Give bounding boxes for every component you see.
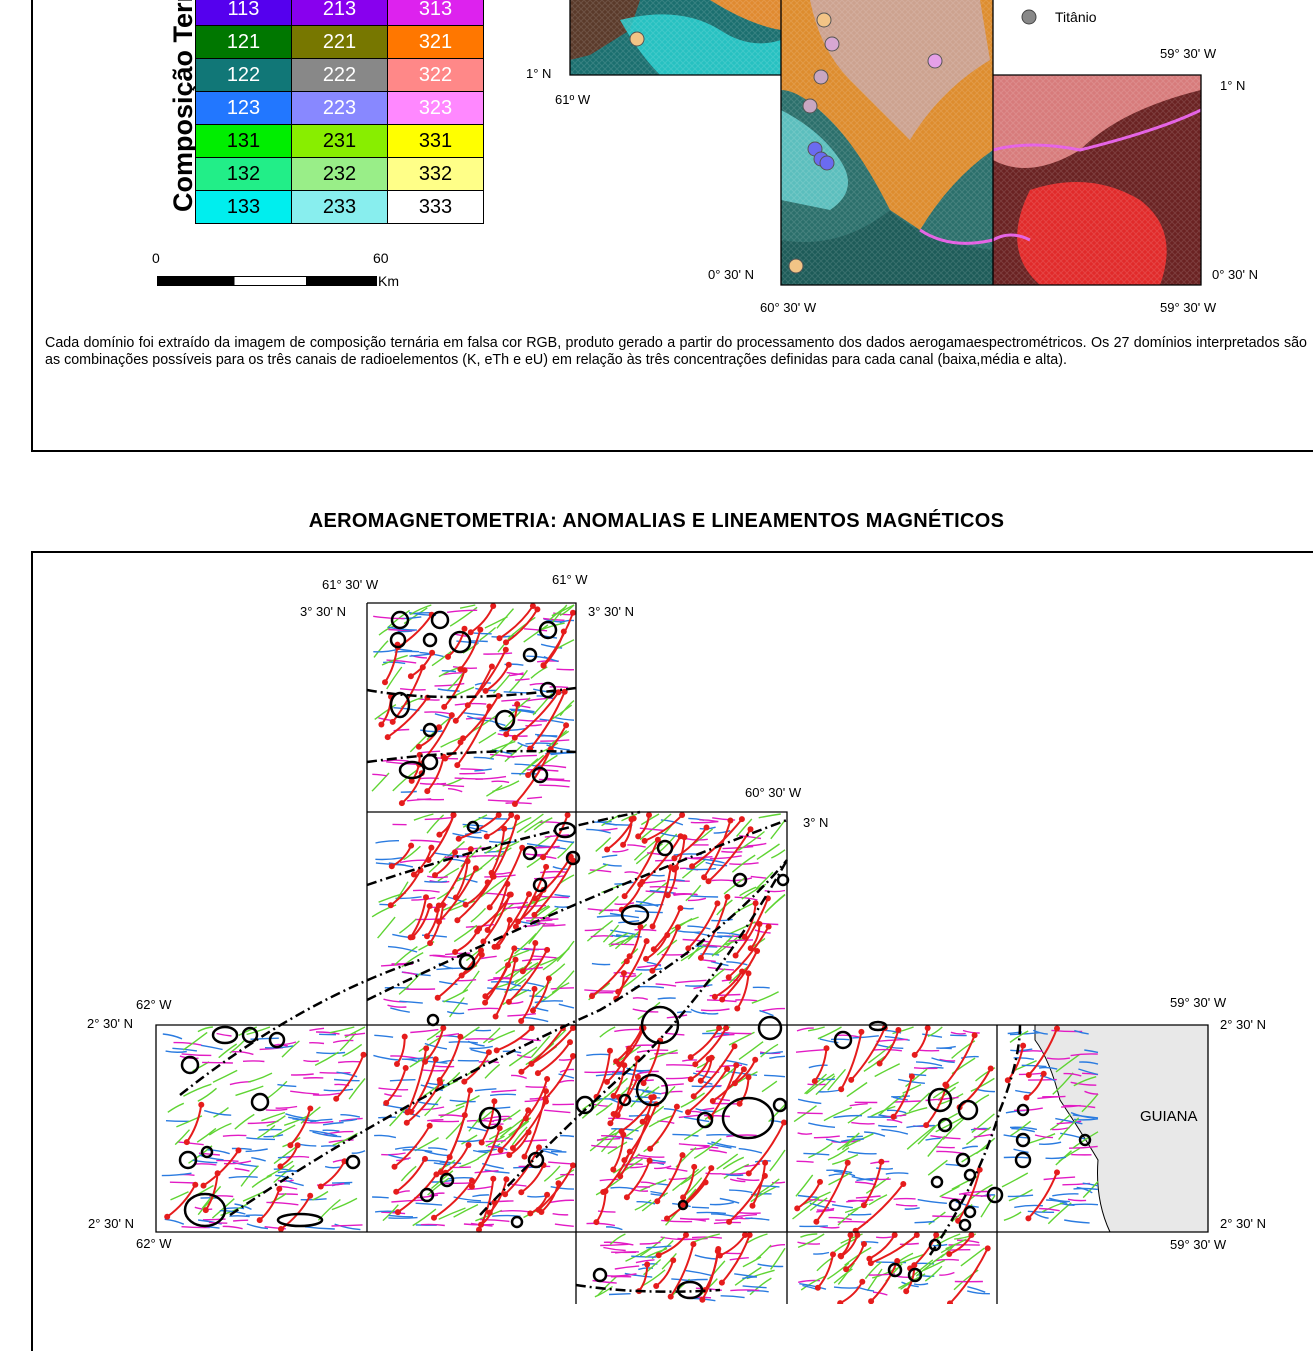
map-caption: Cada domínio foi extraído da imagem de c… (45, 335, 1307, 368)
coord-lon-60-30-bottom: 60° 30' W (760, 300, 817, 315)
ternary-cell: 331 (387, 124, 484, 158)
titanium-marker-icon (1021, 9, 1037, 25)
coord-lon-61-30: 61° 30' W (322, 577, 379, 592)
scale-end: 60 (373, 250, 389, 266)
coord-lon-61w: 61º W (555, 92, 591, 107)
scale-start: 0 (152, 250, 160, 266)
ternary-row: 123 223 323 (195, 91, 484, 125)
legend-titanium-label: Titânio (1055, 9, 1097, 25)
ternary-cell: 222 (291, 58, 388, 92)
coord-lat-0-30-right: 0° 30' N (1212, 267, 1258, 282)
ternary-cell: 333 (387, 190, 484, 224)
coord-lon-59-30-bottom: 59° 30' W (1170, 1237, 1227, 1252)
coord-lat-3-30-right: 3° 30' N (588, 604, 634, 619)
radiometric-panel (31, 0, 1313, 452)
guiana-label: GUIANA (1140, 1108, 1198, 1125)
coord-lat-0-30-left: 0° 30' N (708, 267, 754, 282)
anomaly-outlines (178, 610, 1092, 1300)
ternary-row: 133 233 333 (195, 190, 484, 224)
lineaments (161, 604, 1099, 1302)
radiometric-map (569, 0, 1202, 286)
ternary-cell: 323 (387, 91, 484, 125)
ternary-cell: 313 (387, 0, 484, 26)
ternary-cell: 113 (195, 0, 292, 26)
coord-lat-3-30-left: 3° 30' N (300, 604, 346, 619)
coord-lon-62-bottom: 62° W (136, 1236, 172, 1251)
ternary-cell: 122 (195, 58, 292, 92)
ternary-cell: 131 (195, 124, 292, 158)
coord-lat-2-30-bottom-left: 2° 30' N (88, 1216, 134, 1231)
coord-lon-61: 61° W (552, 572, 588, 587)
coord-lon-59-30-top: 59° 30' W (1170, 995, 1227, 1010)
ternary-cell: 332 (387, 157, 484, 191)
scale-bar (157, 276, 377, 286)
ternary-cell: 231 (291, 124, 388, 158)
ternary-row: 131 231 331 (195, 124, 484, 158)
magnetometry-panel (31, 551, 1313, 1351)
guiana-area (1034, 1024, 1209, 1233)
ternary-cell: 133 (195, 190, 292, 224)
coord-lon-59-30-top: 59° 30' W (1160, 46, 1217, 61)
section-title: AEROMAGNETOMETRIA: ANOMALIAS E LINEAMENT… (308, 510, 1005, 532)
ternary-cell: 322 (387, 58, 484, 92)
ternary-row: 122 222 322 (195, 58, 484, 92)
coord-lat-2-30-bottom-right: 2° 30' N (1220, 1216, 1266, 1231)
coord-lat-1n-right: 1° N (1220, 78, 1246, 93)
map-grid (155, 602, 1209, 1304)
structural-traces (179, 686, 1022, 1293)
ternary-cell: 232 (291, 157, 388, 191)
coord-lat-1n-left: 1° N (526, 66, 552, 81)
scale-unit: Km (378, 273, 399, 289)
coord-lat-2-30-top-left: 2° 30' N (87, 1016, 133, 1031)
coord-lon-59-30-bottom: 59° 30' W (1160, 300, 1217, 315)
ternary-cell: 123 (195, 91, 292, 125)
ternary-cell: 321 (387, 25, 484, 59)
ternary-legend-table: 113 213 313 121 221 321 122 222 322 123 223 323 131 2… (195, 0, 484, 224)
ternary-cell: 223 (291, 91, 388, 125)
coord-lon-60-30: 60° 30' W (745, 785, 802, 800)
magnetic-anomalies (164, 603, 1060, 1304)
ternary-row: 121 221 321 (195, 25, 484, 59)
coord-lat-3: 3° N (803, 815, 829, 830)
magnetometry-map (155, 602, 1209, 1304)
ternary-row: 113 213 313 (195, 0, 484, 26)
ternary-cell: 233 (291, 190, 388, 224)
ternary-cell: 221 (291, 25, 388, 59)
coord-lon-62-top: 62° W (136, 997, 172, 1012)
coord-lat-2-30-top-right: 2° 30' N (1220, 1017, 1266, 1032)
